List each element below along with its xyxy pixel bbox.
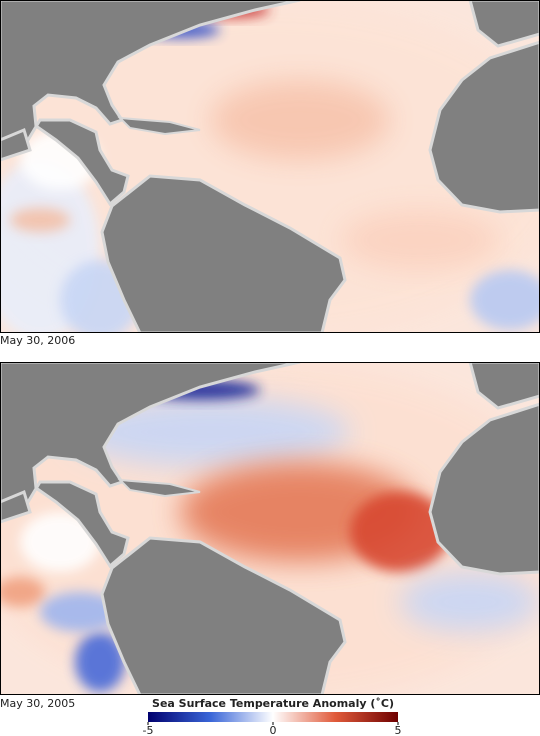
anomaly-region (40, 592, 120, 632)
colorbar: -5 0 5 (143, 712, 402, 736)
colorbar-tick-label: -5 (143, 724, 154, 736)
anomaly-region (10, 208, 70, 232)
date-caption: May 30, 2005 (0, 697, 75, 710)
colorbar-tick-label: 0 (270, 724, 277, 736)
colorbar-scale (148, 712, 398, 722)
anomaly-region (470, 270, 540, 330)
anomaly-region (210, 80, 390, 160)
anomaly-region (350, 492, 450, 572)
anomaly-region (20, 512, 100, 572)
anomaly-region (75, 632, 125, 692)
colorbar-title: Sea Surface Temperature Anomaly (˚C) (152, 697, 394, 710)
anomaly-region (0, 577, 45, 607)
colorbar-tick-label: 5 (395, 724, 402, 736)
map-panel (0, 0, 540, 333)
anomaly-region (340, 210, 500, 270)
map-area (0, 0, 540, 333)
map-area (0, 362, 540, 695)
anomaly-region (70, 397, 350, 467)
map-panel (0, 362, 540, 695)
anomaly-region (400, 572, 540, 632)
date-caption: May 30, 2006 (0, 334, 75, 347)
